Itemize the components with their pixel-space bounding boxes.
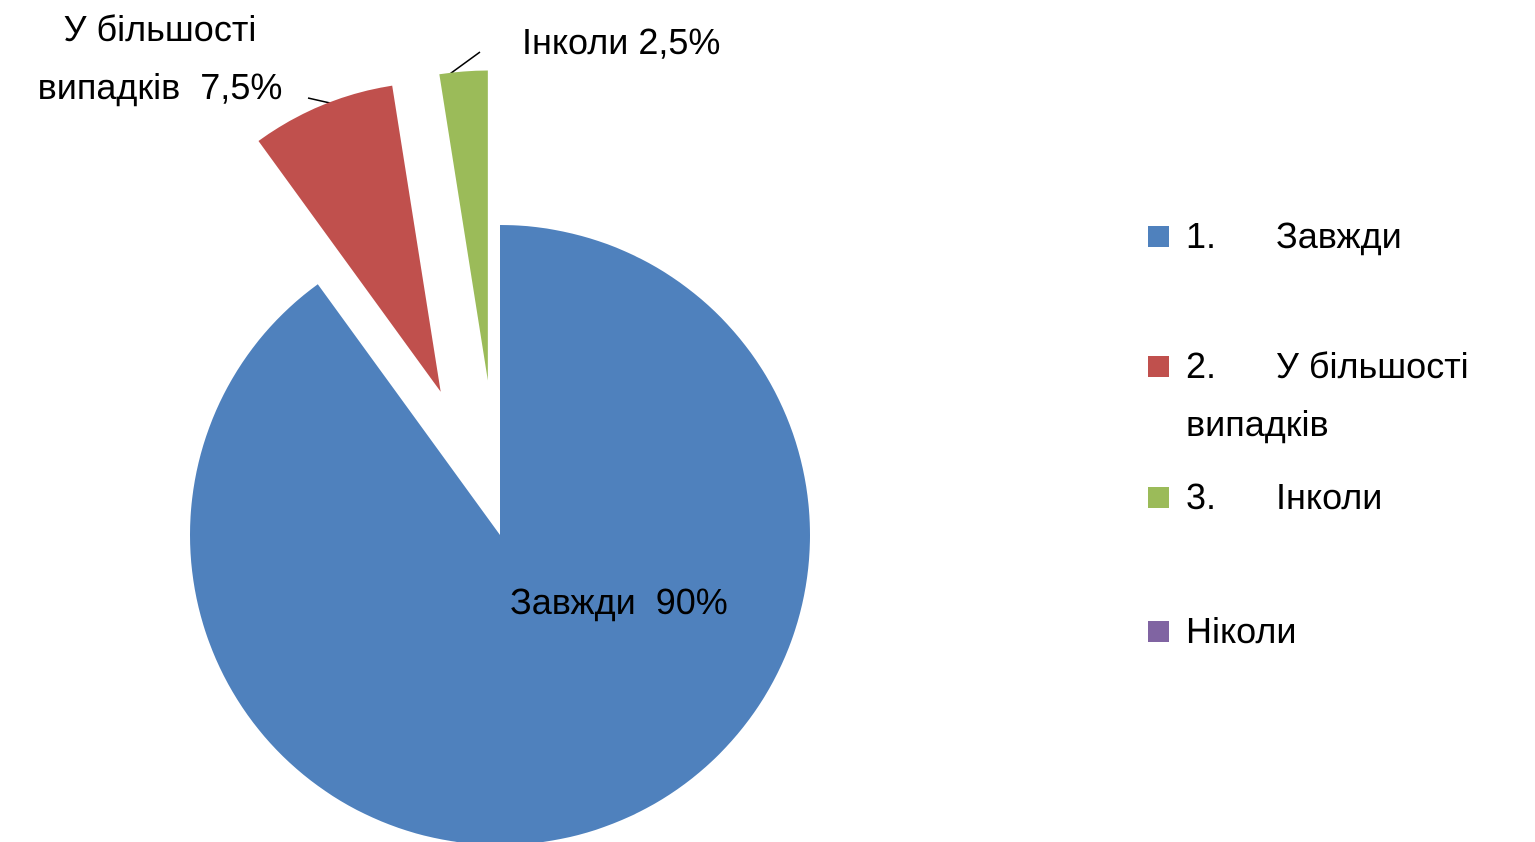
legend-swatch [1148, 487, 1169, 508]
data-label: У більшості випадків 7,5% [37, 8, 283, 107]
leader-line [307, 97, 331, 104]
pie-slice [258, 85, 441, 392]
legend-swatch [1148, 226, 1169, 247]
legend-label: 2. У більшості випадків [1186, 345, 1479, 444]
legend-label: Ніколи [1186, 610, 1297, 651]
pie-slice [439, 70, 488, 381]
legend-swatch [1148, 356, 1169, 377]
leader-line [446, 51, 481, 77]
data-label: Завжди 90% [510, 581, 728, 622]
legend-swatch [1148, 621, 1169, 642]
legend-label: 1. Завжди [1186, 215, 1402, 256]
legend-label: 3. Інколи [1186, 476, 1383, 517]
pie-slice [190, 225, 810, 842]
data-label: Інколи 2,5% [522, 21, 721, 62]
